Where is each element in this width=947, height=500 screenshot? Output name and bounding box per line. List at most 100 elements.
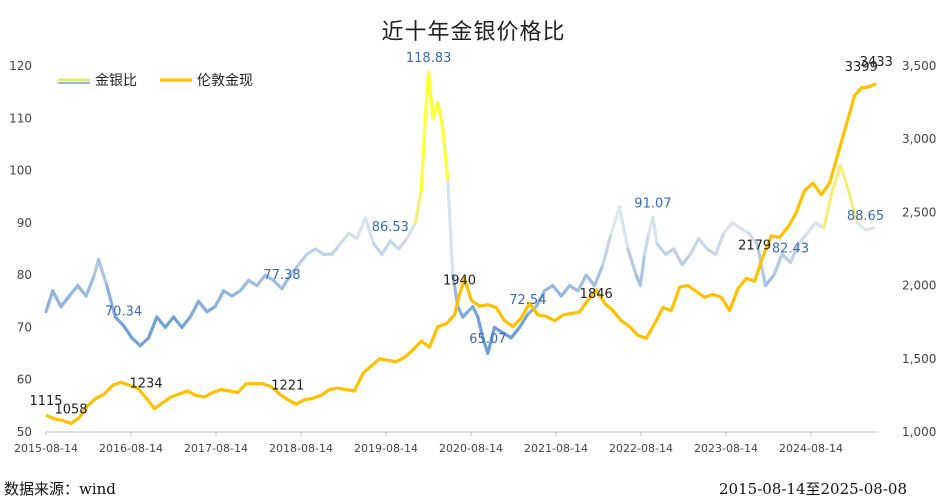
y-right-tick-label: 2,000	[902, 279, 936, 293]
ratio-series-segment	[163, 315, 176, 330]
ratio-series-segment	[288, 263, 301, 277]
y-left-tick-label: 120	[9, 59, 32, 73]
ratio-series-segment	[171, 315, 184, 330]
x-tick-label: 2023-08-14	[694, 442, 758, 455]
ratio-series-segment	[780, 252, 793, 265]
y-left-tick-label: 110	[9, 111, 32, 125]
ratio-series-segment	[626, 247, 638, 277]
gold-data-label: 1234	[129, 377, 162, 392]
data-source-note: 数据来源：wind	[4, 480, 116, 498]
gold-data-label: 1846	[580, 287, 613, 302]
ratio-series-segment	[130, 336, 142, 348]
ratio-series-segment	[446, 179, 455, 277]
ratio-series-segment	[121, 324, 134, 340]
ratio-series-segment	[372, 242, 384, 256]
ratio-series-segment	[655, 242, 668, 256]
ratio-data-label: 82.43	[772, 241, 809, 256]
ratio-series-segment	[419, 116, 427, 194]
ratio-series-segment	[397, 236, 409, 251]
ratio-series-segment	[609, 205, 622, 235]
ratio-series-segment	[221, 289, 234, 298]
gold-series-line	[45, 82, 877, 426]
ratio-series-segment	[642, 231, 651, 256]
ratio-series-segment	[180, 315, 192, 330]
y-right-tick-label: 3,000	[902, 132, 936, 146]
ratio-series-segment	[738, 226, 751, 235]
ratio-series-segment	[330, 242, 342, 256]
ratio-series-segment	[730, 221, 743, 230]
ratio-series-segment	[96, 257, 109, 288]
ratio-series-segment	[697, 236, 709, 251]
ratio-series-segment	[688, 236, 701, 256]
ratio-series-segment	[584, 273, 597, 288]
x-tick-label: 2017-08-14	[184, 442, 248, 455]
ratio-series-segment	[84, 273, 96, 298]
ratio-series-segment	[788, 242, 801, 265]
ratio-series-segment	[651, 215, 659, 246]
ratio-series-segment	[113, 315, 126, 328]
x-tick-label: 2021-08-14	[524, 442, 588, 455]
ratio-series-segment	[51, 289, 63, 309]
ratio-series-segment	[313, 247, 326, 256]
ratio-series-segment	[855, 221, 868, 232]
ratio-series-segment	[822, 189, 834, 230]
ratio-series-segment	[146, 315, 159, 340]
ratio-series-segment	[680, 252, 693, 267]
ratio-data-label: 70.34	[105, 305, 142, 320]
ratio-series-segment	[772, 252, 784, 277]
ratio-series-segment	[196, 299, 209, 314]
ratio-series-segment	[797, 231, 809, 246]
y-left-tick-label: 60	[17, 373, 32, 387]
y-left-tick-label: 100	[9, 164, 32, 178]
ratio-series-segment	[471, 304, 480, 319]
ratio-data-label: 65.07	[469, 332, 506, 347]
ratio-series-segment	[413, 189, 423, 225]
ratio-series-segment	[492, 325, 505, 335]
ratio-series-segment	[255, 273, 267, 288]
ratio-series-segment	[638, 252, 647, 288]
date-range-note: 2015-08-14至2025-08-08	[719, 480, 907, 498]
ratio-series-segment	[805, 221, 818, 235]
ratio-series-segment	[297, 252, 309, 267]
x-tick-label: 2015-08-14	[14, 442, 78, 455]
ratio-series-segment	[747, 231, 759, 246]
ratio-series-segment	[405, 221, 417, 241]
ratio-series-segment	[436, 100, 445, 131]
ratio-series-segment	[441, 127, 450, 183]
ratio-series-segment	[559, 284, 572, 298]
ratio-data-label: 91.07	[634, 196, 671, 211]
ratio-series-segment	[601, 231, 613, 267]
ratio-data-label: 72.54	[509, 293, 546, 308]
chart-title: 近十年金银价格比	[381, 20, 566, 45]
y-right-tick-label: 2,500	[902, 205, 936, 219]
ratio-series-segment	[476, 315, 485, 340]
ratio-series-segment	[238, 278, 251, 293]
ratio-series-segment	[347, 231, 359, 241]
ratio-series-segment	[830, 163, 843, 194]
ratio-series-segment	[592, 263, 605, 288]
ratio-series-segment	[838, 163, 851, 194]
ratio-series-segment	[263, 273, 276, 282]
ratio-series-segment	[672, 247, 684, 267]
y-left-tick-label: 70	[17, 320, 32, 334]
gold-data-label: 1221	[271, 379, 304, 394]
ratio-series-segment	[280, 273, 292, 291]
ratio-series-segment	[363, 216, 376, 246]
gold-data-label: 3399	[845, 60, 878, 75]
ratio-data-label: 86.53	[372, 220, 409, 235]
ratio-series-segment	[863, 226, 876, 232]
x-tick-label: 2022-08-14	[609, 442, 673, 455]
ratio-series-segment	[551, 284, 563, 298]
ratio-data-label: 88.65	[847, 209, 884, 224]
ratio-series-segment	[388, 239, 401, 251]
gold-data-label: 1115	[29, 394, 62, 409]
legend-label-gold: 伦敦金现	[197, 73, 253, 89]
ratio-series-segment	[705, 247, 718, 256]
x-tick-label: 2024-08-14	[779, 442, 843, 455]
gold-data-label: 2179	[738, 238, 771, 253]
ratio-series-segment	[213, 289, 226, 309]
ratio-series-segment	[847, 189, 859, 225]
ratio-series-segment	[67, 284, 80, 298]
ratio-series-segment	[59, 294, 71, 309]
